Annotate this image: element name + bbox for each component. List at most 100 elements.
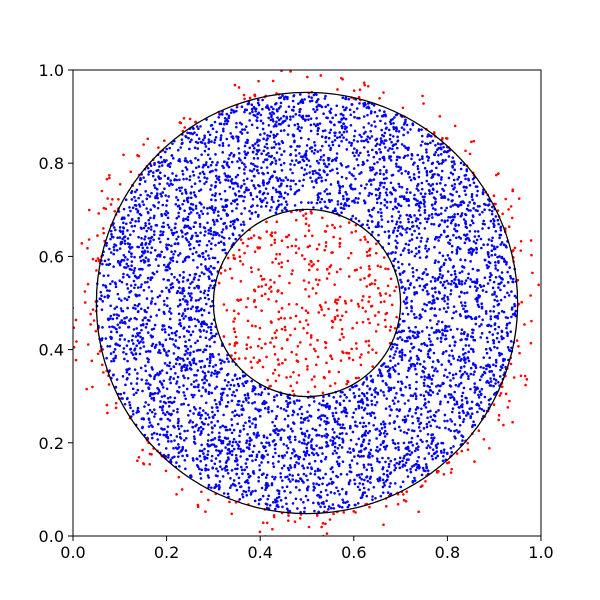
scatter-point [359, 496, 363, 500]
scatter-point [341, 194, 345, 198]
scatter-point [258, 197, 262, 201]
scatter-point [451, 166, 454, 169]
scatter-point [312, 501, 315, 505]
scatter-point [380, 374, 384, 378]
scatter-point [193, 221, 197, 224]
scatter-point [489, 219, 493, 223]
scatter-point [230, 449, 234, 453]
scatter-point [444, 327, 447, 330]
scatter-point [317, 483, 321, 487]
scatter-point [234, 467, 237, 471]
scatter-point [381, 456, 384, 460]
scatter-point [353, 503, 357, 507]
scatter-point [465, 291, 469, 294]
scatter-point [381, 379, 385, 383]
scatter-point [381, 467, 384, 471]
scatter-point [293, 204, 297, 207]
scatter-point [318, 402, 321, 405]
scatter-point [165, 410, 169, 414]
scatter-point [145, 379, 148, 382]
scatter-point [455, 252, 459, 255]
scatter-point [456, 431, 460, 434]
scatter-point [243, 172, 246, 175]
scatter-point [148, 240, 152, 244]
scatter-point [465, 396, 468, 400]
scatter-point [414, 392, 417, 396]
scatter-point [137, 310, 140, 313]
scatter-point [158, 165, 161, 168]
scatter-point [499, 243, 503, 246]
scatter-point [392, 402, 396, 405]
scatter-point [150, 436, 154, 440]
scatter-point [218, 181, 222, 184]
scatter-point [418, 221, 422, 225]
scatter-point [191, 421, 195, 424]
scatter-point [369, 183, 373, 186]
scatter-point [443, 299, 446, 303]
scatter-point [250, 212, 254, 215]
scatter-point [479, 365, 483, 369]
scatter-point [221, 475, 225, 478]
scatter-point [168, 146, 171, 150]
scatter-point [134, 293, 137, 297]
scatter-point [371, 208, 374, 212]
scatter-point [407, 428, 410, 431]
scatter-point [203, 176, 206, 179]
scatter-point [214, 198, 217, 202]
scatter-point [256, 112, 259, 116]
scatter-point [140, 328, 143, 332]
scatter-point [136, 388, 140, 392]
scatter-point [251, 143, 254, 147]
scatter-point [321, 482, 324, 486]
scatter-point [374, 125, 377, 128]
scatter-point [124, 383, 127, 387]
scatter-point [112, 226, 116, 229]
scatter-point [149, 216, 152, 220]
scatter-point [304, 494, 308, 498]
scatter-point [385, 187, 389, 191]
scatter-point [365, 494, 369, 498]
scatter-point [256, 116, 259, 119]
scatter-point [315, 159, 319, 163]
scatter-point [440, 265, 443, 269]
scatter-point [242, 408, 245, 412]
scatter-point [185, 364, 189, 367]
scatter-point [203, 371, 207, 375]
scatter-point [324, 457, 327, 461]
scatter-point [115, 330, 119, 334]
scatter-point [474, 322, 478, 326]
scatter-point [384, 460, 387, 464]
scatter-point [278, 177, 281, 180]
scatter-point [514, 309, 518, 313]
scatter-point [128, 319, 131, 322]
scatter-point [472, 420, 475, 424]
scatter-point [228, 450, 232, 453]
scatter-point [451, 395, 454, 399]
scatter-point [141, 318, 145, 322]
scatter-point [154, 178, 157, 182]
scatter-point [423, 227, 427, 230]
scatter-point [213, 413, 217, 417]
scatter-point [455, 400, 459, 404]
scatter-point [409, 128, 412, 131]
scatter-point [371, 166, 374, 169]
scatter-point [468, 229, 472, 233]
scatter-point [337, 464, 341, 468]
scatter-point [445, 206, 448, 210]
scatter-point [135, 207, 138, 211]
scatter-point [438, 267, 442, 271]
scatter-point [178, 322, 181, 326]
scatter-point [407, 220, 410, 224]
scatter-point [429, 340, 432, 343]
scatter-point [415, 442, 419, 445]
scatter-point [209, 229, 212, 233]
scatter-point [225, 373, 229, 377]
scatter-point [283, 97, 286, 101]
scatter-point [222, 413, 225, 417]
scatter-point [379, 372, 383, 375]
scatter-point [271, 186, 275, 190]
scatter-point [205, 330, 209, 333]
scatter-point [399, 388, 403, 392]
scatter-point [305, 144, 309, 147]
